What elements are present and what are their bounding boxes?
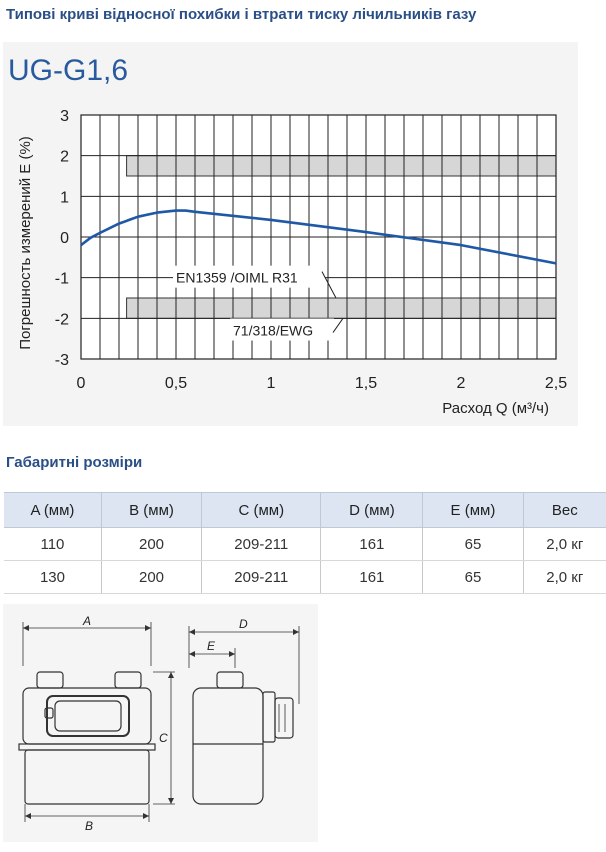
header-c: C (мм) — [201, 492, 321, 528]
x-axis-label: Расход Q (м³/ч) — [442, 400, 549, 417]
dim-label-d: D — [239, 617, 248, 631]
dimensions-section-title: Габаритні розміри — [6, 454, 143, 471]
dim-label-c: C — [159, 731, 168, 745]
annotation-background — [173, 265, 325, 288]
y-tick-label: 2 — [60, 149, 69, 166]
gas-meter-drawing: A B C — [18, 614, 300, 833]
y-tick-label: -1 — [55, 271, 69, 288]
error-curve-line — [80, 209, 557, 265]
cell-d: 161 — [320, 527, 423, 561]
error-curve-chart: UG-G1,6 EN1359 /OIML R31 71/318/EWG 3 2 1 0 -1… — [8, 54, 567, 417]
y-tick-label: -2 — [55, 311, 69, 328]
y-axis-label: Погрешность измерений E (%) — [17, 136, 34, 350]
cell-d: 161 — [320, 560, 423, 594]
cell-e: 65 — [422, 527, 524, 561]
x-tick-label: 1,5 — [355, 375, 377, 392]
annotation-ewg: 71/318/EWG — [233, 323, 313, 339]
annotation-leader — [332, 318, 344, 333]
cell-b: 200 — [100, 527, 202, 561]
cell-a: 110 — [4, 527, 102, 561]
annotation-leader — [321, 271, 337, 299]
x-tick-label: 1 — [267, 375, 276, 392]
cell-e: 65 — [422, 560, 524, 594]
cell-c: 209-211 — [201, 560, 321, 594]
table-row: 110 200 209-211 161 65 2,0 кг — [4, 527, 606, 561]
header-a: A (мм) — [4, 492, 102, 528]
cell-weight: 2,0 кг — [522, 560, 606, 594]
dim-label-a: A — [82, 614, 91, 628]
y-tick-label: 3 — [60, 108, 69, 125]
cell-weight: 2,0 кг — [522, 527, 606, 561]
tolerance-band — [126, 155, 557, 177]
dimensions-table: A (мм) B (мм) C (мм) D (мм) E (мм) Вес 1… — [4, 492, 606, 594]
table-row: 130 200 209-211 161 65 2,0 кг — [4, 560, 606, 594]
x-tick-label: 2 — [457, 375, 466, 392]
x-tick-label: 0,5 — [165, 375, 187, 392]
cell-b: 200 — [100, 560, 202, 594]
header-e: E (мм) — [422, 492, 524, 528]
y-tick-label: -3 — [55, 352, 69, 369]
y-tick-label: 1 — [60, 189, 69, 206]
table-header-row: A (мм) B (мм) C (мм) D (мм) E (мм) Вес — [4, 492, 606, 528]
y-tick-label: 0 — [60, 230, 69, 247]
annotation-background — [230, 318, 334, 341]
side-view: D E — [188, 617, 300, 805]
chart-title: UG-G1,6 — [8, 54, 128, 87]
dim-label-b: B — [85, 819, 93, 833]
plot-frame — [80, 114, 557, 360]
cell-c: 209-211 — [201, 527, 321, 561]
dim-label-e: E — [207, 639, 216, 653]
x-tick-label: 0 — [77, 375, 86, 392]
annotation-en1359: EN1359 /OIML R31 — [176, 270, 298, 286]
header-d: D (мм) — [320, 492, 423, 528]
cell-a: 130 — [4, 560, 102, 594]
front-view: A B C — [18, 614, 175, 833]
header-b: B (мм) — [100, 492, 202, 528]
dimension-drawing-panel: A B C — [3, 604, 318, 842]
tolerance-band — [126, 297, 557, 319]
chart-panel: UG-G1,6 EN1359 /OIML R31 71/318/EWG 3 2 1 0 -1… — [3, 42, 578, 426]
curves-section-title: Типові криві відносної похибки і втрати … — [6, 6, 477, 23]
header-weight: Вес — [522, 492, 606, 528]
x-tick-label: 2,5 — [545, 375, 567, 392]
